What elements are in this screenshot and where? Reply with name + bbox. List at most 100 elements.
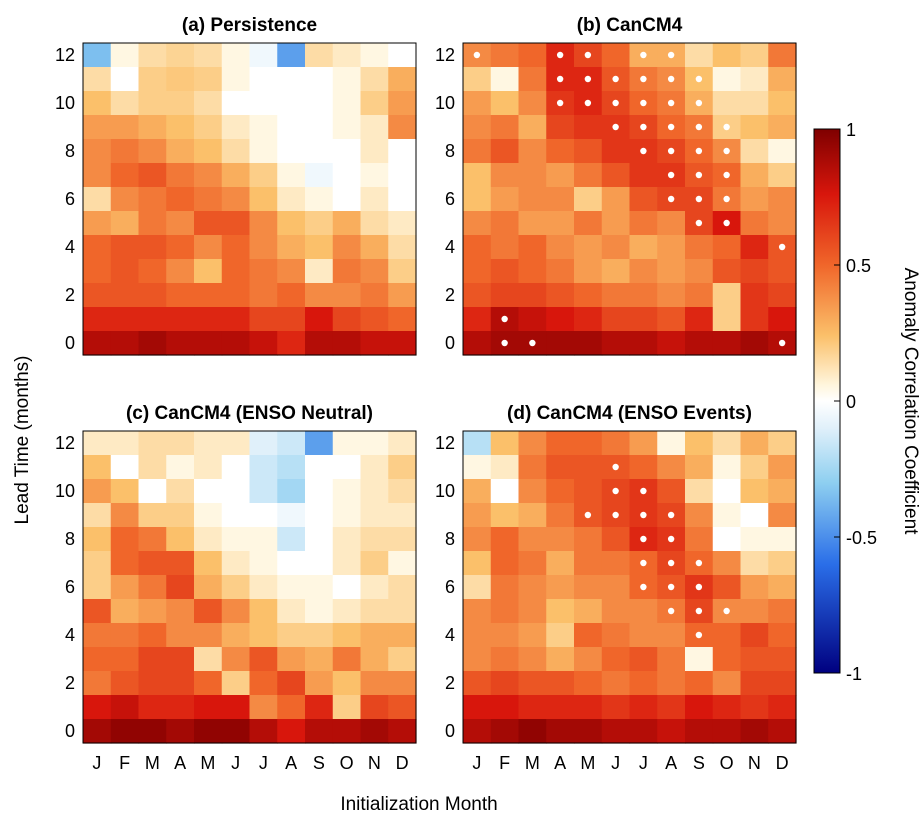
- heatmap-cell: [388, 211, 416, 236]
- heatmap-cell: [83, 259, 111, 284]
- heatmap-cell: [768, 211, 796, 236]
- heatmap-cell: [741, 43, 769, 68]
- heatmap-cell: [277, 331, 305, 356]
- heatmap-cell: [111, 695, 139, 720]
- y-tick-label: 2: [445, 673, 455, 693]
- heatmap-cell: [713, 503, 741, 528]
- heatmap-cell: [491, 115, 519, 140]
- heatmap-cell: [388, 671, 416, 696]
- heatmap-cell: [388, 91, 416, 116]
- heatmap-cell: [741, 575, 769, 600]
- heatmap-cell: [111, 187, 139, 212]
- x-tick-label: A: [554, 753, 566, 773]
- heatmap-cell: [463, 259, 491, 284]
- y-tick-label: 12: [55, 45, 75, 65]
- heatmap-cell: [491, 455, 519, 480]
- heatmap-cell: [250, 307, 278, 332]
- heatmap-cell: [83, 307, 111, 332]
- heatmap-cell: [361, 211, 389, 236]
- heatmap-panels: (a) Persistence 0 2 4 6 8 10 12 (b) CanCM4 0 2 4 6 8 1…: [55, 15, 797, 773]
- heatmap-cell: [361, 91, 389, 116]
- heatmap-cell: [361, 115, 389, 140]
- heatmap-cell: [166, 671, 194, 696]
- heatmap-cell: [361, 671, 389, 696]
- heatmap-cell: [222, 91, 250, 116]
- heatmap-cell: [768, 91, 796, 116]
- significance-dot: [640, 52, 646, 58]
- heatmap-cell: [166, 695, 194, 720]
- heatmap-cell: [361, 163, 389, 188]
- heatmap-cell: [222, 455, 250, 480]
- heatmap-cell: [250, 455, 278, 480]
- heatmap-cell: [333, 187, 361, 212]
- colorbar-label: Anomaly Correlation Coefficient: [900, 268, 921, 536]
- heatmap-cell: [574, 163, 602, 188]
- heatmap-cell: [602, 139, 630, 164]
- heatmap-cell: [111, 671, 139, 696]
- heatmap-cell: [685, 259, 713, 284]
- heatmap-cell: [222, 259, 250, 284]
- colorbar-tick-label: 1: [846, 120, 856, 140]
- heatmap-cell: [602, 527, 630, 552]
- y-tick-label: 10: [55, 93, 75, 113]
- heatmap-cell: [713, 551, 741, 576]
- heatmap-cell: [630, 259, 658, 284]
- heatmap-cell: [222, 67, 250, 92]
- heatmap-cell: [83, 163, 111, 188]
- significance-dot: [612, 76, 618, 82]
- y-tick-label: 4: [65, 237, 75, 257]
- heatmap-cell: [139, 431, 167, 456]
- heatmap-cell: [194, 307, 222, 332]
- significance-dot: [640, 536, 646, 542]
- heatmap-cell: [546, 431, 574, 456]
- y-tick-label: 12: [55, 433, 75, 453]
- heatmap-cell: [463, 211, 491, 236]
- heatmap-cell: [361, 43, 389, 68]
- heatmap-cell: [463, 503, 491, 528]
- heatmap-cell: [305, 599, 333, 624]
- heatmap-cell: [250, 67, 278, 92]
- heatmap-cell: [194, 67, 222, 92]
- x-tick-label: F: [119, 753, 130, 773]
- heatmap-cell: [361, 503, 389, 528]
- heatmap-cell: [277, 431, 305, 456]
- heatmap-cell: [713, 43, 741, 68]
- heatmap-cell: [277, 115, 305, 140]
- heatmap-cell: [602, 235, 630, 260]
- heatmap-cell: [83, 43, 111, 68]
- heatmap-cell: [361, 551, 389, 576]
- heatmap-cell: [139, 527, 167, 552]
- heatmap-cell: [713, 283, 741, 308]
- heatmap-cell: [166, 503, 194, 528]
- heatmap-cell: [491, 235, 519, 260]
- heatmap-cell: [574, 259, 602, 284]
- heatmap-cell: [602, 647, 630, 672]
- significance-dot: [612, 512, 618, 518]
- heatmap-cell: [277, 211, 305, 236]
- heatmap-cell: [333, 455, 361, 480]
- heatmap-cell: [388, 235, 416, 260]
- heatmap-cell: [222, 575, 250, 600]
- heatmap-cell: [333, 91, 361, 116]
- heatmap-cell: [139, 671, 167, 696]
- heatmap-cell: [305, 527, 333, 552]
- heatmap-cell: [277, 307, 305, 332]
- significance-dot: [640, 488, 646, 494]
- heatmap-cell: [685, 695, 713, 720]
- colorbar-tick-label: -1: [846, 664, 862, 684]
- heatmap-cell: [361, 187, 389, 212]
- heatmap-cell: [574, 527, 602, 552]
- significance-dot: [668, 52, 674, 58]
- heatmap-cell: [166, 551, 194, 576]
- heatmap-cell: [388, 623, 416, 648]
- heatmap-cell: [546, 503, 574, 528]
- heatmap-cell: [463, 91, 491, 116]
- heatmap-cell: [519, 647, 547, 672]
- heatmap-cell: [685, 43, 713, 68]
- heatmap-cell: [519, 623, 547, 648]
- heatmap-cell: [361, 139, 389, 164]
- heatmap-cell: [83, 67, 111, 92]
- heatmap-cell: [250, 695, 278, 720]
- heatmap-cell: [741, 211, 769, 236]
- heatmap-cell: [333, 307, 361, 332]
